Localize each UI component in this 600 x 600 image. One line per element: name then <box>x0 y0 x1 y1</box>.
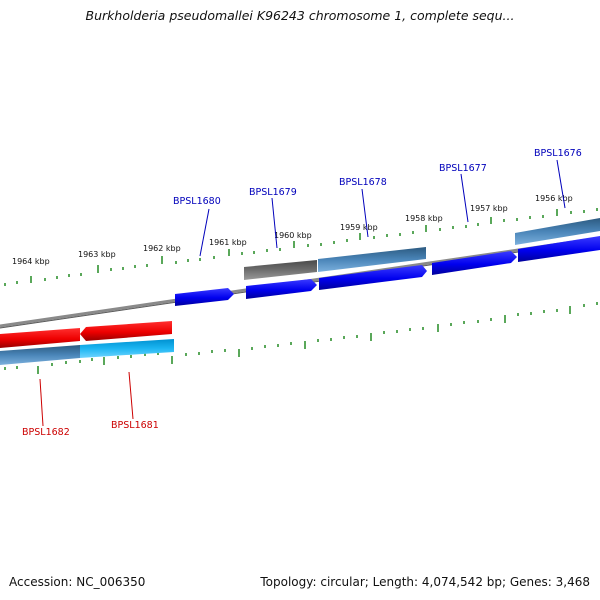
cds-arrow-bpsl1678[interactable] <box>319 265 427 290</box>
cds-arrow-bpsl1677[interactable] <box>432 251 517 275</box>
gene-label-bpsl1681[interactable]: BPSL1681 <box>111 420 159 431</box>
gene-feature-bpsl1681[interactable] <box>80 339 174 358</box>
scale-label: 1964 kbp <box>12 257 50 266</box>
cds-arrow-bpsl1679[interactable] <box>246 279 317 299</box>
gene-label-bpsl1678[interactable]: BPSL1678 <box>339 177 387 188</box>
cds-arrow-bpsl1676[interactable] <box>518 236 600 262</box>
gene-label-bpsl1676[interactable]: BPSL1676 <box>534 148 582 159</box>
forward-feature-track <box>244 218 600 280</box>
scale-label: 1956 kbp <box>535 194 573 203</box>
scale-label: 1959 kbp <box>340 223 378 232</box>
scale-label: 1957 kbp <box>470 204 508 213</box>
scale-label: 1958 kbp <box>405 214 443 223</box>
cds-arrow-bpsl1680[interactable] <box>175 288 234 306</box>
scale-label: 1961 kbp <box>209 238 247 247</box>
leader-bpsl1679 <box>271 197 278 249</box>
scale-label: 1962 kbp <box>143 244 181 253</box>
cds-arrow-bpsl1681[interactable] <box>80 321 172 341</box>
leader-bpsl1678 <box>361 188 369 238</box>
gene-label-leaders <box>39 159 566 427</box>
reverse-feature-track <box>0 339 174 365</box>
leader-bpsl1676 <box>556 159 566 209</box>
gene-feature-bpsl1679[interactable] <box>244 260 317 280</box>
scale-label: 1963 kbp <box>78 250 116 259</box>
gene-label-bpsl1679[interactable]: BPSL1679 <box>249 187 297 198</box>
map-title: Burkholderia pseudomallei K96243 chromos… <box>85 8 515 23</box>
gene-label-bpsl1682[interactable]: BPSL1682 <box>22 427 70 438</box>
genome-summary: Topology: circular; Length: 4,074,542 bp… <box>260 575 590 589</box>
gene-labels: BPSL1680 BPSL1679 BPSL1678 BPSL1677 BPSL… <box>22 148 582 438</box>
gene-label-bpsl1677[interactable]: BPSL1677 <box>439 163 487 174</box>
gene-feature-bpsl1676[interactable] <box>515 218 600 245</box>
scale-ruler-upper: 1964 kbp 1963 kbp 1962 kbp 1961 kbp 1960… <box>4 194 598 286</box>
cds-arrow-bpsl1682[interactable] <box>0 328 80 348</box>
leader-bpsl1682 <box>39 378 44 427</box>
leader-bpsl1680 <box>199 208 210 257</box>
scale-label: 1960 kbp <box>274 231 312 240</box>
accession-label: Accession: NC_006350 <box>9 575 146 589</box>
gene-feature-bpsl1682[interactable] <box>0 345 80 365</box>
reverse-cds-track <box>0 321 172 348</box>
gene-feature-bpsl1678[interactable] <box>318 247 426 272</box>
leader-bpsl1681 <box>128 371 134 420</box>
leader-bpsl1677 <box>460 173 469 223</box>
forward-cds-track <box>175 236 600 306</box>
scale-ruler-lower <box>4 302 598 374</box>
gene-label-bpsl1680[interactable]: BPSL1680 <box>173 196 221 207</box>
